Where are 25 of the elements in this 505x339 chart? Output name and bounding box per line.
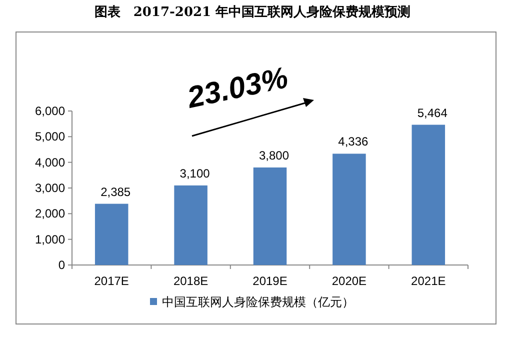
y-tick-label: 6,000 xyxy=(34,104,66,118)
text: 3,800 xyxy=(258,148,290,162)
y-tick-label: 1,000 xyxy=(34,232,66,246)
x-tick-label: 2020E xyxy=(332,274,367,288)
legend-label: 中国互联网人身险保费规模（亿元） xyxy=(162,295,354,309)
x-tick-label: 2021E xyxy=(411,274,446,288)
bar xyxy=(94,204,128,265)
x-tick-label: 2019E xyxy=(252,274,288,288)
text: 2,385 xyxy=(100,184,131,199)
bar xyxy=(174,185,208,265)
bar xyxy=(412,124,446,265)
chart-title: 图表 2017-2021 年中国互联网人身险保费规模预测 xyxy=(94,5,411,20)
x-tick-label: 2018E xyxy=(173,274,208,288)
y-tick-label: 3,000 xyxy=(34,181,66,195)
bar xyxy=(332,154,366,265)
annotation: 23.03% xyxy=(184,61,291,116)
text: 3,100 xyxy=(180,166,210,180)
y-tick-label: 5,000 xyxy=(34,130,66,144)
text: 4,336 xyxy=(338,134,368,149)
text: 5,464 xyxy=(417,106,448,120)
y-tick-label: 2,000 xyxy=(34,206,66,221)
y-tick-label: 4,000 xyxy=(34,155,66,170)
y-tick-label: 0 xyxy=(58,258,66,272)
bar xyxy=(253,167,287,265)
x-tick-label: 2017E xyxy=(94,274,129,288)
